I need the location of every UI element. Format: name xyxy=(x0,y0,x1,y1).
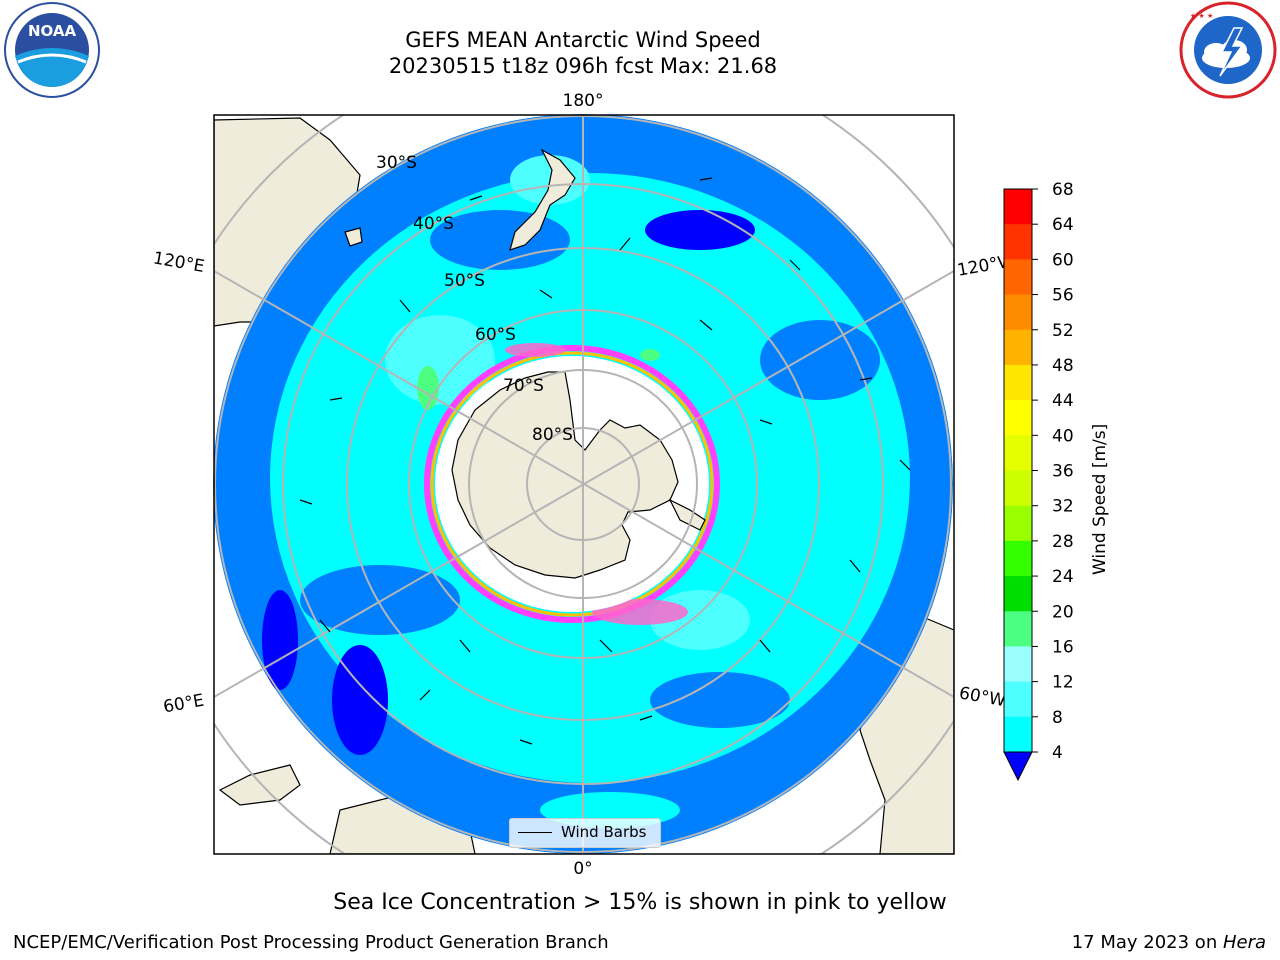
date-line: 17 May 2023 on Hera xyxy=(1072,932,1266,953)
lat-label-50s: 50°S xyxy=(444,271,485,291)
legend-barb-line xyxy=(518,832,552,833)
colorbar-tick-label: 8 xyxy=(1052,708,1063,728)
noaa-logo: NOAA xyxy=(4,2,100,98)
graticule xyxy=(214,115,954,854)
colorbar-label: Wind Speed [m/s] xyxy=(1090,424,1110,575)
colorbar-segment xyxy=(1004,189,1032,225)
sea-ice-edge xyxy=(424,345,720,623)
colorbar-segment xyxy=(1004,364,1032,401)
colorbar-tick-label: 36 xyxy=(1052,462,1074,482)
colorbar-segment xyxy=(1004,400,1032,436)
madagascar-land xyxy=(218,764,301,806)
colorbar-extend-arrow xyxy=(1003,751,1033,782)
colorbar-tick-label: 44 xyxy=(1052,391,1074,411)
wind-barbs xyxy=(299,177,911,745)
lat-label-30s: 30°S xyxy=(376,153,417,173)
colorbar-segment xyxy=(1004,611,1032,647)
lat-label-60s: 60°S xyxy=(475,325,516,345)
legend-label: Wind Barbs xyxy=(561,823,647,841)
colorbar-segment xyxy=(1004,224,1032,260)
colorbar-segment xyxy=(1004,681,1032,718)
lon-label-lower-right: 60°W xyxy=(957,683,1007,711)
map-frame xyxy=(213,114,955,855)
date-text: 17 May 2023 on xyxy=(1071,932,1223,953)
colorbar-segment xyxy=(1004,259,1032,296)
colorbar-tick-label: 60 xyxy=(1052,250,1074,270)
colorbar-segment xyxy=(1004,540,1032,577)
colorbar-tick-label: 40 xyxy=(1052,426,1074,446)
colorbar-tick-label: 48 xyxy=(1052,356,1074,376)
lat-label-40s: 40°S xyxy=(413,214,454,234)
colorbar-tick-label: 52 xyxy=(1052,321,1074,341)
lon-label-bottom: 0° xyxy=(573,859,592,879)
lat-label-80s: 80°S xyxy=(532,425,573,445)
colorbar-tick-label: 56 xyxy=(1052,286,1074,306)
wind-20-24-spot xyxy=(417,366,439,410)
colorbar-tick-label: 4 xyxy=(1052,743,1063,763)
lon-label-top: 180° xyxy=(563,91,604,111)
map-subtitle: 20230515 t18z 096h fcst Max: 21.68 xyxy=(388,54,778,78)
colorbar-tick-label: 68 xyxy=(1052,180,1074,200)
colorbar-tick-label: 64 xyxy=(1052,215,1074,235)
colorbar-tick-label: 16 xyxy=(1052,637,1074,657)
colorbar-segment xyxy=(1004,576,1032,612)
colorbar-tick-label: 24 xyxy=(1052,567,1074,587)
map-title: GEFS MEAN Antarctic Wind Speed xyxy=(405,28,761,52)
colorbar-tick-label: 12 xyxy=(1052,673,1074,693)
colorbar: 68 64 60 56 52 48 44 40 36 32 28 24 20 16 12 8 4 xyxy=(1003,180,1074,782)
colorbar-segment xyxy=(1004,716,1032,753)
colorbar-segment xyxy=(1004,470,1032,507)
colorbar-segment xyxy=(1004,435,1032,471)
nws-logo: ★ ★ ★ xyxy=(1179,1,1277,99)
svg-text:★ ★ ★: ★ ★ ★ xyxy=(1190,12,1213,20)
ice-note: Sea Ice Concentration > 15% is shown in … xyxy=(333,890,947,915)
colorbar-segment xyxy=(1004,646,1032,683)
host-name: Hera xyxy=(1222,932,1266,953)
map-legend: Wind Barbs xyxy=(509,818,661,848)
ocean-dark-patch xyxy=(645,210,755,250)
credit-line: NCEP/EMC/Verification Post Processing Pr… xyxy=(13,932,609,953)
colorbar-tick-label: 28 xyxy=(1052,532,1074,552)
noaa-logo-text: NOAA xyxy=(28,22,77,40)
colorbar-tick-label: 32 xyxy=(1052,497,1074,517)
colorbar-segment xyxy=(1004,294,1032,331)
lon-label-upper-left: 120°E xyxy=(152,248,206,277)
colorbar-tick-label: 20 xyxy=(1052,602,1074,622)
lat-label-70s: 70°S xyxy=(503,376,544,396)
colorbar-segment xyxy=(1004,329,1032,366)
new-zealand-land xyxy=(509,148,576,251)
colorbar-segment xyxy=(1004,505,1032,542)
lon-label-lower-left: 60°E xyxy=(162,691,206,718)
